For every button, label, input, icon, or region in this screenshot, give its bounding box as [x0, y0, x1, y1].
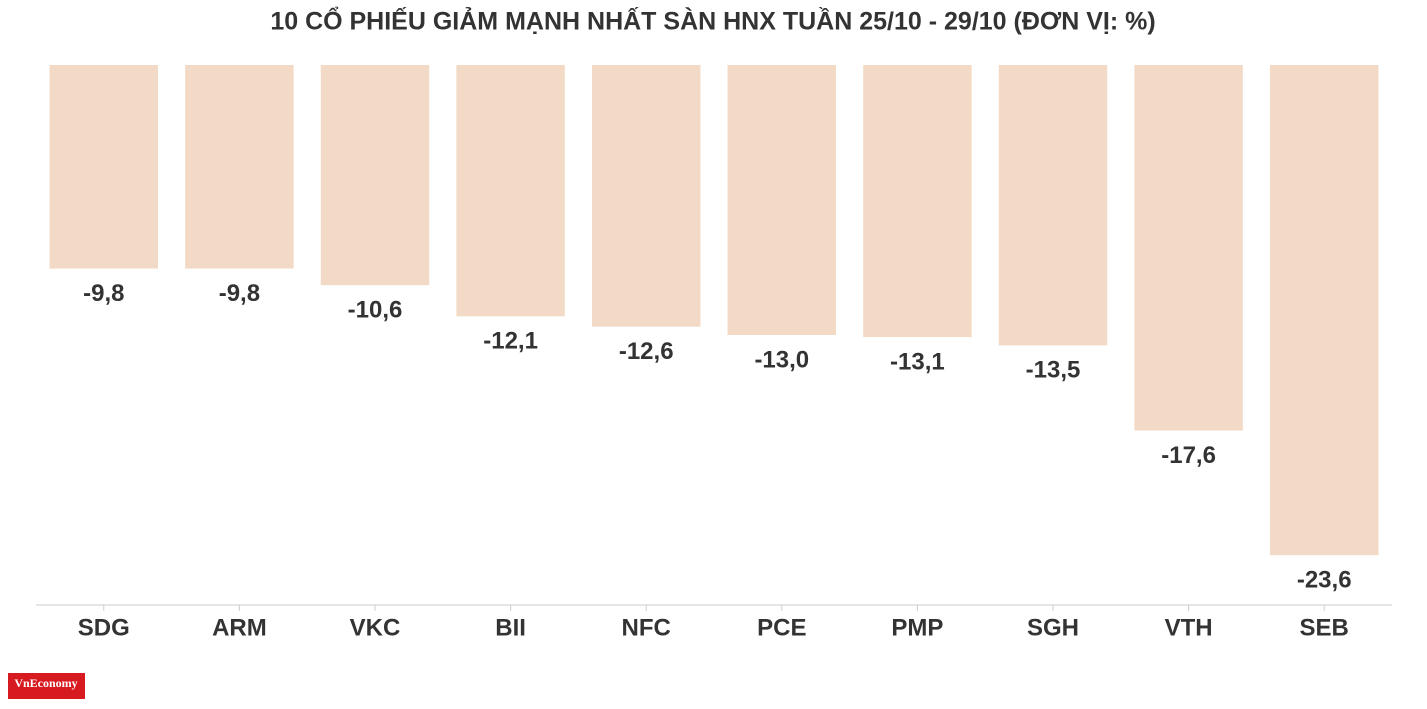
- x-tick-label: PMP: [891, 614, 943, 641]
- value-label: -23,6: [1297, 566, 1352, 593]
- bar: [863, 65, 972, 338]
- chart-title: 10 CỔ PHIẾU GIẢM MẠNH NHẤT SÀN HNX TUẦN …: [270, 6, 1155, 36]
- logo-box: [8, 673, 85, 699]
- x-tick-label: NFC: [622, 614, 671, 641]
- bar: [49, 65, 159, 269]
- value-label: -13,0: [754, 346, 809, 373]
- value-label: -12,6: [619, 338, 674, 365]
- bar: [456, 65, 565, 317]
- x-tick-label: SEB: [1300, 614, 1349, 641]
- x-tick-label: VTH: [1165, 614, 1213, 641]
- value-label: -13,5: [1026, 357, 1081, 384]
- logo: VnEconomy: [14, 676, 77, 690]
- value-label: -13,1: [890, 348, 945, 375]
- bar: [998, 65, 1108, 346]
- bar: [591, 65, 701, 327]
- value-label: -17,6: [1161, 442, 1216, 469]
- x-tick-label: BII: [495, 614, 526, 641]
- bar: [320, 65, 430, 286]
- x-tick-label: PCE: [757, 614, 806, 641]
- x-tick-label: ARM: [212, 614, 267, 641]
- value-label: -9,8: [219, 280, 260, 307]
- bar: [185, 65, 294, 269]
- x-tick-label: SDG: [78, 614, 130, 641]
- bar: [1134, 65, 1243, 431]
- x-tick-label: SGH: [1027, 614, 1079, 641]
- x-tick-label: VKC: [350, 614, 401, 641]
- value-label: -12,1: [483, 328, 538, 355]
- value-label: -9,8: [83, 280, 124, 307]
- value-label: -10,6: [348, 296, 403, 323]
- bar: [727, 65, 837, 335]
- bar: [1269, 65, 1379, 556]
